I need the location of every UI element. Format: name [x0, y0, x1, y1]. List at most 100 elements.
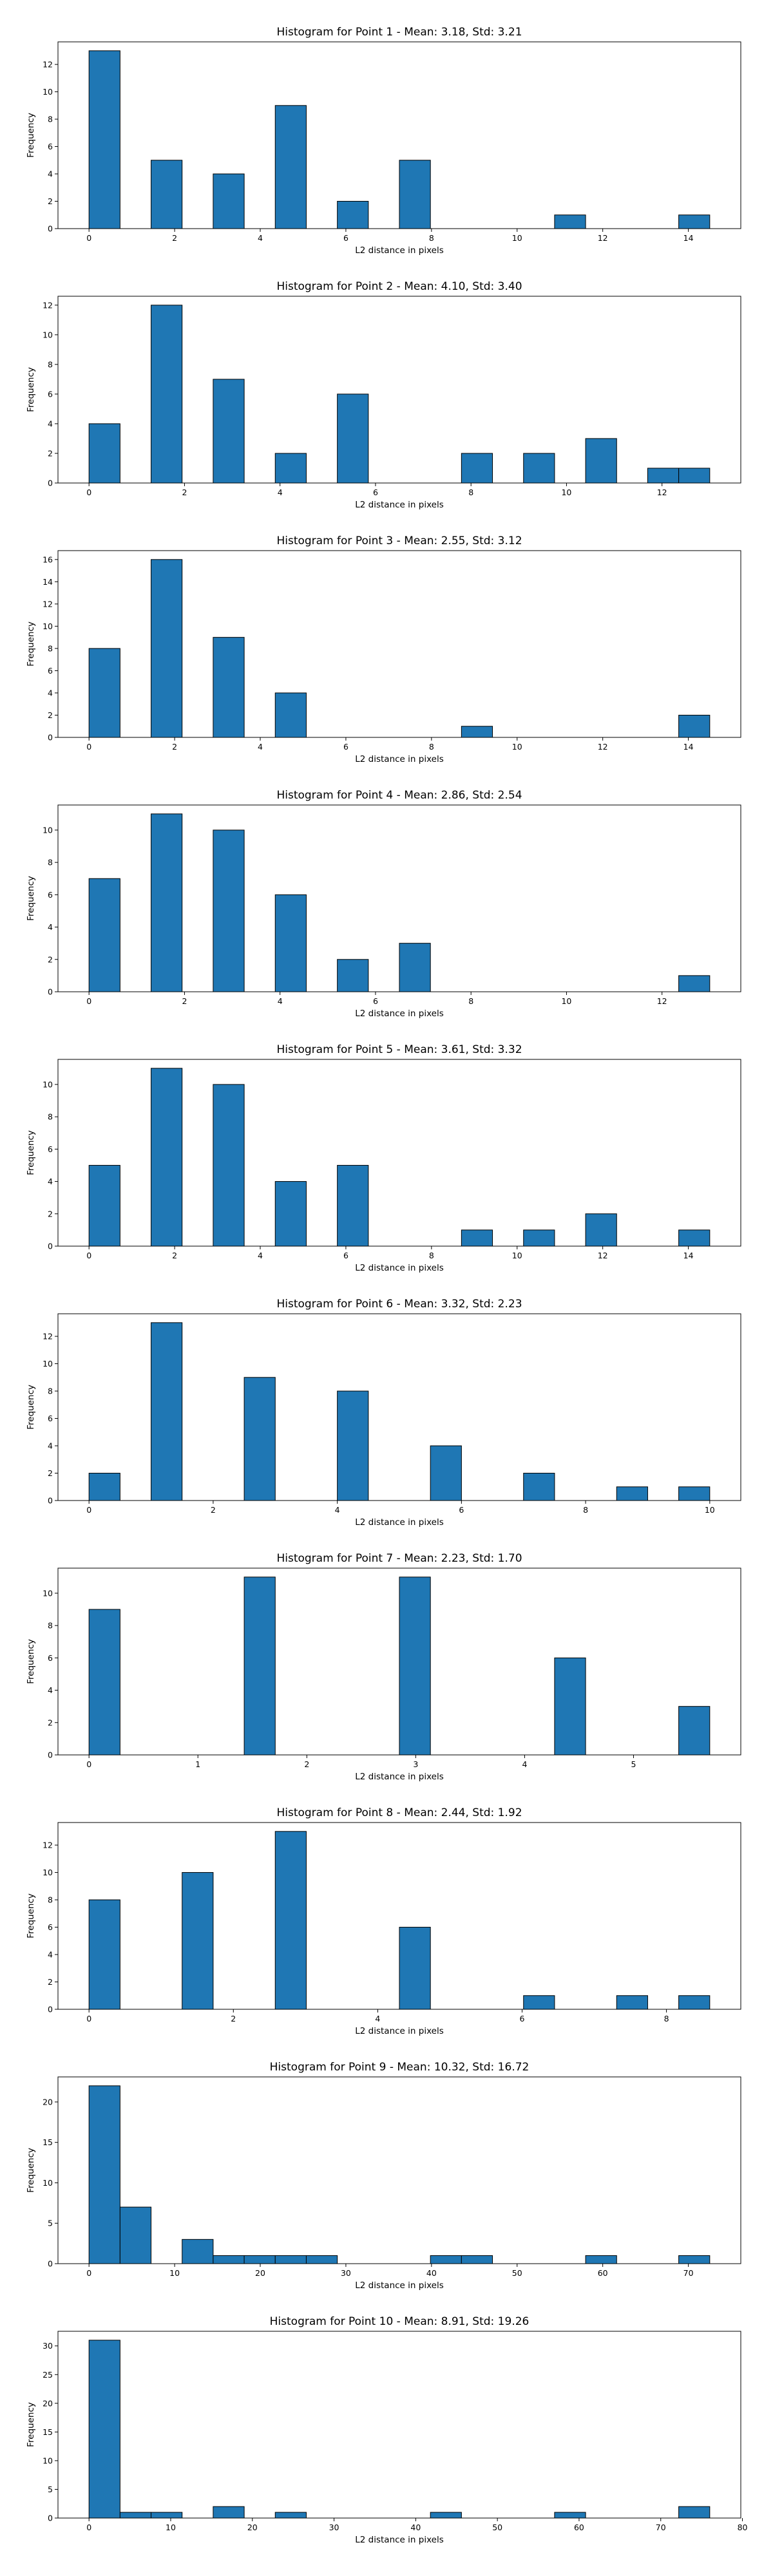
x-tick-label: 10: [512, 1251, 522, 1260]
histogram-bar: [585, 2255, 617, 2264]
histogram-bar: [88, 50, 120, 229]
x-tick-label: 6: [343, 742, 348, 752]
histogram-bar: [88, 648, 120, 738]
chart-title: Histogram for Point 1 - Mean: 3.18, Std:…: [276, 26, 522, 39]
x-tick-label: 2: [172, 742, 177, 752]
histogram-bar: [585, 1213, 617, 1247]
histogram-bar: [678, 1995, 711, 2010]
x-tick-label: 12: [657, 996, 667, 1006]
histogram-bar: [274, 894, 307, 992]
histogram-bar: [554, 214, 586, 229]
histogram-bar: [523, 453, 555, 484]
x-tick-label: 10: [169, 2268, 180, 2278]
histogram-bar: [274, 2255, 307, 2264]
x-axis-label: L2 distance in pixels: [355, 245, 443, 256]
y-tick-label: 2: [48, 1468, 53, 1478]
y-tick-label: 2: [48, 1718, 53, 1727]
x-axis-label: L2 distance in pixels: [355, 500, 443, 510]
x-axis-label: L2 distance in pixels: [355, 2535, 443, 2545]
x-tick-label: 6: [343, 233, 348, 243]
x-tick-label: 10: [705, 1505, 715, 1515]
histogram-bar: [678, 1486, 711, 1501]
histogram-bar: [461, 726, 493, 738]
histogram-bar: [182, 1872, 214, 2010]
y-tick-label: 10: [43, 2456, 53, 2465]
histogram-chart-7: Histogram for Point 7 - Mean: 2.23, Std:…: [26, 1552, 741, 1782]
y-axis-label: Frequency: [26, 113, 36, 158]
histogram-chart-5: Histogram for Point 5 - Mean: 3.61, Std:…: [26, 1043, 741, 1273]
histogram-bar: [151, 559, 183, 738]
y-axis-label: Frequency: [26, 1893, 36, 1938]
histogram-bar: [213, 1084, 245, 1247]
x-tick-label: 12: [598, 233, 608, 243]
x-tick-label: 2: [172, 233, 177, 243]
histogram-bar: [88, 1609, 120, 1756]
y-tick-label: 6: [48, 890, 53, 900]
y-tick-label: 0: [48, 1750, 53, 1760]
x-tick-label: 4: [375, 2014, 380, 2023]
y-axis-label: Frequency: [26, 2402, 36, 2447]
y-tick-label: 6: [48, 142, 53, 151]
x-tick-label: 4: [258, 742, 263, 752]
x-tick-label: 6: [373, 488, 378, 497]
x-tick-label: 5: [631, 1759, 636, 1769]
x-tick-label: 14: [683, 1251, 694, 1260]
plot-frame: [57, 1059, 741, 1247]
histogram-bar: [213, 829, 245, 992]
y-tick-label: 10: [43, 1359, 53, 1368]
y-tick-label: 0: [48, 1496, 53, 1506]
y-tick-label: 30: [43, 2341, 53, 2351]
x-axis-label: L2 distance in pixels: [355, 2026, 443, 2036]
x-tick-label: 6: [343, 1251, 348, 1260]
x-tick-label: 30: [329, 2523, 339, 2532]
chart-title: Histogram for Point 8 - Mean: 2.44, Std:…: [276, 1806, 522, 1819]
plot-frame: [57, 296, 741, 484]
x-tick-label: 4: [278, 488, 283, 497]
histogram-bar: [274, 1181, 307, 1247]
histogram-bar: [151, 305, 183, 484]
histogram-bar: [678, 714, 711, 738]
histogram-bar: [430, 1445, 462, 1501]
plot-frame: [57, 2076, 741, 2264]
x-tick-label: 8: [583, 1505, 588, 1515]
histogram-bar: [119, 2512, 152, 2519]
chart-title: Histogram for Point 2 - Mean: 4.10, Std:…: [276, 280, 522, 293]
y-tick-label: 0: [48, 987, 53, 997]
histogram-bar: [213, 2506, 245, 2519]
y-tick-label: 8: [48, 115, 53, 124]
x-tick-label: 2: [231, 2014, 236, 2023]
y-tick-label: 12: [43, 599, 53, 609]
plot-frame: [57, 804, 741, 992]
histogram-bar: [430, 2512, 462, 2519]
plot-frame: [57, 550, 741, 738]
x-tick-label: 40: [410, 2523, 421, 2532]
x-axis-label: L2 distance in pixels: [355, 1517, 443, 1528]
y-tick-label: 10: [43, 825, 53, 835]
x-tick-label: 50: [512, 2268, 522, 2278]
plot-frame: [57, 41, 741, 229]
x-tick-label: 10: [561, 996, 571, 1006]
y-tick-label: 16: [43, 554, 53, 564]
x-tick-label: 10: [512, 742, 522, 752]
histogram-bar: [337, 959, 369, 992]
y-tick-label: 4: [48, 1950, 53, 1960]
x-tick-label: 20: [255, 2268, 265, 2278]
histogram-chart-1: Histogram for Point 1 - Mean: 3.18, Std:…: [26, 26, 741, 256]
x-tick-label: 60: [574, 2523, 584, 2532]
y-tick-label: 6: [48, 1922, 53, 1932]
y-tick-label: 6: [48, 389, 53, 399]
plot-frame: [57, 1313, 741, 1501]
y-tick-label: 15: [43, 2137, 53, 2147]
x-tick-label: 0: [86, 2014, 91, 2023]
histogram-bar: [119, 2206, 152, 2264]
x-tick-label: 6: [520, 2014, 525, 2023]
y-tick-label: 10: [43, 1079, 53, 1089]
x-axis-label: L2 distance in pixels: [355, 1009, 443, 1019]
histogram-bar: [678, 468, 711, 484]
chart-title: Histogram for Point 7 - Mean: 2.23, Std:…: [276, 1552, 522, 1565]
histogram-bar: [243, 1577, 276, 1756]
histogram-bar: [399, 1927, 431, 2010]
histogram-bar: [337, 201, 369, 229]
histogram-bar: [554, 2512, 586, 2519]
plot-frame: [57, 1567, 741, 1756]
